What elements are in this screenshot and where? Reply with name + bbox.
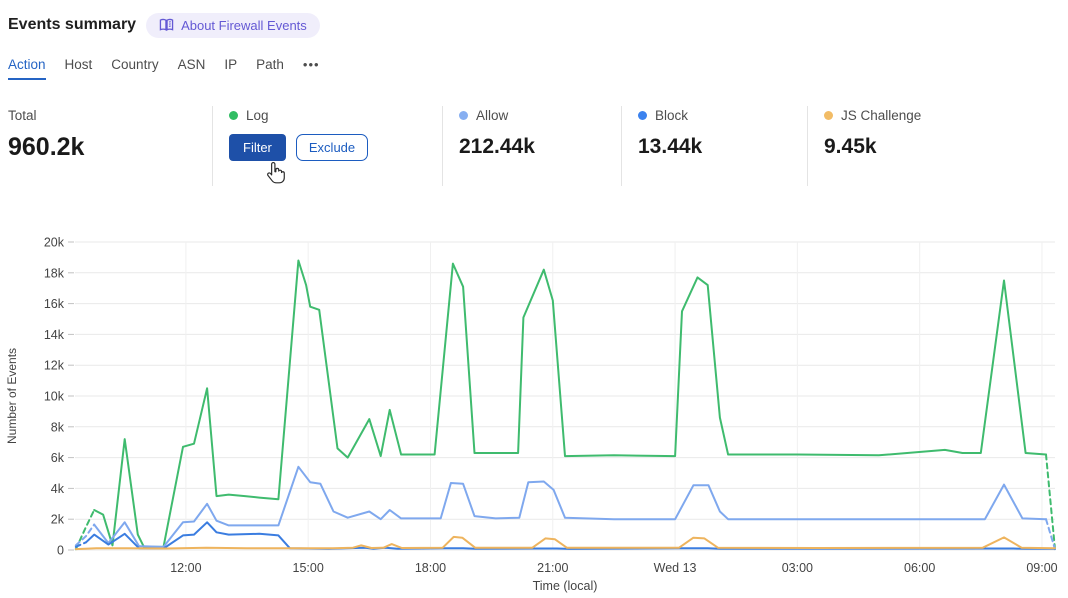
x-tick-label: 18:00 <box>415 561 446 575</box>
tab-country[interactable]: Country <box>111 57 159 72</box>
series-line-log <box>1045 453 1056 551</box>
stat-js-challenge-value: 9.45k <box>824 135 877 158</box>
series-line-log <box>93 259 1047 548</box>
dimension-tabs: Action Host Country ASN IP Path ••• <box>0 56 1068 80</box>
y-tick-label: 10k <box>44 390 65 404</box>
log-legend-dot <box>229 111 238 120</box>
y-tick-label: 20k <box>44 236 65 250</box>
stat-total-value: 960.2k <box>8 133 85 161</box>
x-tick-label: Wed 13 <box>654 561 697 575</box>
book-icon <box>159 18 174 32</box>
tab-action[interactable]: Action <box>8 57 46 80</box>
tab-path[interactable]: Path <box>256 57 284 72</box>
x-tick-label: 21:00 <box>537 561 568 575</box>
events-time-series-chart[interactable]: 0 2k 4k 6k 8k 10k 12k 14k 16k 18k 20k 12:00 15:00 18:… <box>0 230 1068 598</box>
tabs-overflow-button[interactable]: ••• <box>302 57 320 72</box>
stat-allow-label: Allow <box>476 108 509 123</box>
series-line-allow <box>74 523 96 547</box>
y-tick-label: 6k <box>51 451 65 465</box>
page-title: Events summary <box>8 16 137 33</box>
y-axis-title: Number of Events <box>5 348 19 444</box>
about-badge-label: About Firewall Events <box>181 17 307 33</box>
allow-legend-dot <box>459 111 468 120</box>
series-line-js-challenge <box>74 535 1056 551</box>
x-tick-label: 03:00 <box>782 561 813 575</box>
series-line-allow <box>1045 518 1056 551</box>
series-line-block <box>74 541 87 548</box>
stat-total-label: Total <box>8 108 37 123</box>
stat-log-label: Log <box>246 108 269 123</box>
y-tick-label: 4k <box>51 482 65 496</box>
stat-block-label: Block <box>655 108 689 123</box>
block-legend-dot <box>638 111 647 120</box>
tab-host[interactable]: Host <box>64 57 93 72</box>
exclude-button[interactable]: Exclude <box>295 134 369 161</box>
js-challenge-legend-dot <box>824 111 833 120</box>
y-tick-label: 16k <box>44 297 65 311</box>
x-axis-title: Time (local) <box>533 579 598 593</box>
stat-allow-value: 212.44k <box>459 135 535 158</box>
stat-log: Log Filter Exclude <box>213 106 443 186</box>
stats-row: Total 960.2k Log Filter Exclude Allow 21… <box>0 106 1068 186</box>
stat-js-challenge: JS Challenge 9.45k <box>808 106 1068 186</box>
about-firewall-events-badge[interactable]: About Firewall Events <box>146 12 320 38</box>
y-tick-label: 0 <box>57 544 64 558</box>
x-tick-label: 06:00 <box>904 561 935 575</box>
y-tick-label: 8k <box>51 420 65 434</box>
stat-block-value: 13.44k <box>638 135 703 158</box>
x-tick-label: 15:00 <box>293 561 324 575</box>
y-tick-label: 14k <box>44 328 65 342</box>
stat-block: Block 13.44k <box>622 106 808 186</box>
tab-ip[interactable]: IP <box>224 57 238 72</box>
stat-allow: Allow 212.44k <box>443 106 622 186</box>
header: Events summary About Firewall Events <box>0 0 1068 40</box>
filter-button[interactable]: Filter <box>229 134 286 161</box>
stat-js-challenge-label: JS Challenge <box>841 108 922 123</box>
y-tick-label: 12k <box>44 359 65 373</box>
x-tick-label: 12:00 <box>170 561 201 575</box>
x-tick-label: 09:00 <box>1026 561 1057 575</box>
stat-total: Total 960.2k <box>0 106 213 186</box>
y-tick-label: 18k <box>44 266 65 280</box>
tab-asn[interactable]: ASN <box>177 57 206 72</box>
series-line-allow <box>93 465 1047 548</box>
chart-svg[interactable]: 0 2k 4k 6k 8k 10k 12k 14k 16k 18k 20k 12:00 15:00 18:… <box>0 230 1068 598</box>
y-tick-label: 2k <box>51 513 65 527</box>
